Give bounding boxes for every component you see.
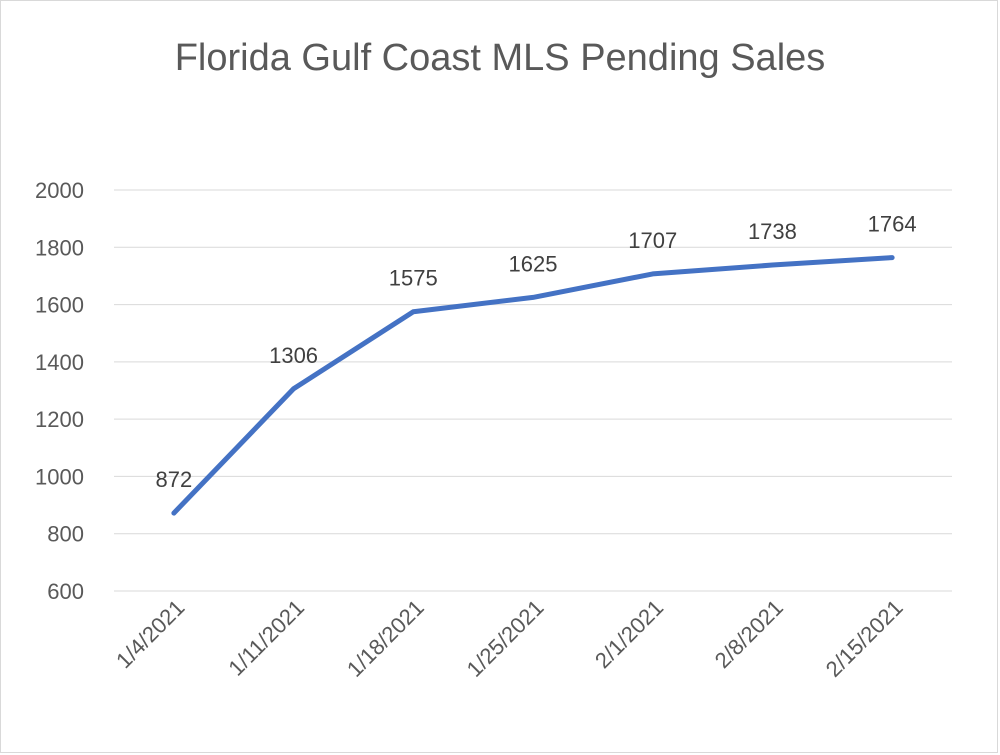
data-label: 1306	[269, 343, 318, 368]
data-label: 1575	[389, 266, 438, 291]
y-tick-label: 600	[47, 579, 84, 604]
y-tick-label: 2000	[35, 178, 84, 203]
x-tick-label: 1/11/2021	[223, 595, 309, 681]
x-tick-label: 1/18/2021	[342, 595, 429, 682]
y-tick-label: 1400	[35, 350, 84, 375]
data-label: 872	[155, 467, 192, 492]
chart-title: Florida Gulf Coast MLS Pending Sales	[174, 37, 826, 79]
x-tick-label: 2/1/2021	[590, 595, 668, 673]
x-tick-label: 2/8/2021	[710, 595, 788, 673]
x-tick-label: 2/15/2021	[821, 595, 908, 682]
series-line	[171, 255, 895, 516]
y-tick-label: 1200	[35, 407, 84, 432]
data-label: 1625	[509, 251, 558, 276]
x-tick-label: 1/4/2021	[111, 595, 189, 673]
data-label: 1738	[748, 219, 797, 244]
x-tick-label: 1/25/2021	[462, 595, 549, 682]
y-tick-label: 800	[47, 522, 84, 547]
y-tick-label: 1800	[35, 235, 84, 260]
data-label: 1764	[868, 212, 917, 237]
data-label: 1707	[628, 228, 677, 253]
y-tick-label: 1000	[35, 464, 84, 489]
y-tick-label: 1600	[35, 293, 84, 318]
